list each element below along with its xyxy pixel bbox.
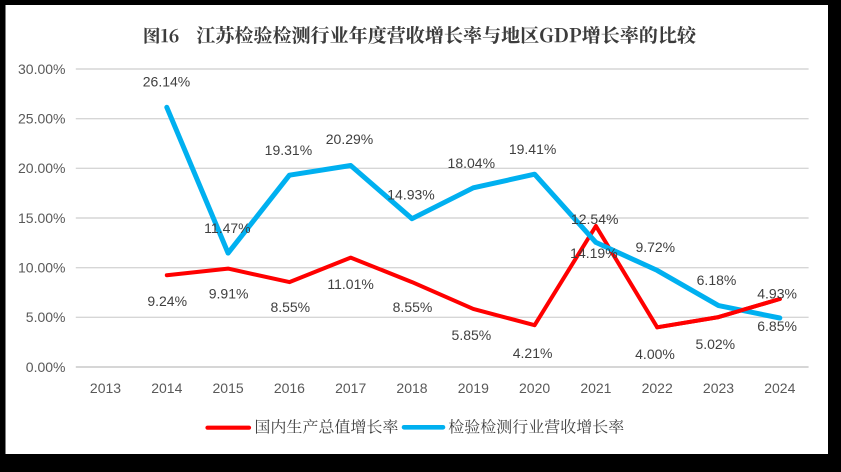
svg-text:5.85%: 5.85% bbox=[452, 327, 492, 343]
svg-text:30.00%: 30.00% bbox=[18, 61, 65, 77]
svg-text:2022: 2022 bbox=[642, 380, 673, 396]
svg-text:18.04%: 18.04% bbox=[448, 155, 495, 171]
svg-text:9.91%: 9.91% bbox=[209, 285, 249, 301]
svg-text:12.54%: 12.54% bbox=[571, 211, 618, 227]
svg-text:9.24%: 9.24% bbox=[147, 293, 187, 309]
svg-text:19.41%: 19.41% bbox=[509, 141, 556, 157]
svg-text:2019: 2019 bbox=[458, 380, 489, 396]
svg-text:9.72%: 9.72% bbox=[635, 239, 675, 255]
svg-text:2017: 2017 bbox=[335, 380, 366, 396]
svg-text:20.00%: 20.00% bbox=[18, 160, 65, 176]
svg-text:14.93%: 14.93% bbox=[387, 187, 434, 203]
svg-text:2020: 2020 bbox=[519, 380, 550, 396]
svg-text:6.85%: 6.85% bbox=[757, 318, 797, 334]
svg-text:8.55%: 8.55% bbox=[393, 299, 433, 315]
svg-text:5.00%: 5.00% bbox=[26, 309, 66, 325]
svg-text:11.01%: 11.01% bbox=[327, 276, 373, 292]
svg-text:25.00%: 25.00% bbox=[18, 111, 65, 127]
svg-text:2021: 2021 bbox=[580, 380, 611, 396]
svg-text:2024: 2024 bbox=[764, 380, 795, 396]
svg-text:5.02%: 5.02% bbox=[695, 336, 735, 352]
svg-text:4.21%: 4.21% bbox=[513, 345, 553, 361]
svg-text:15.00%: 15.00% bbox=[18, 210, 65, 226]
svg-text:2014: 2014 bbox=[151, 380, 182, 396]
svg-text:2018: 2018 bbox=[396, 380, 427, 396]
svg-text:2015: 2015 bbox=[213, 380, 244, 396]
svg-text:11.47%: 11.47% bbox=[204, 220, 250, 236]
svg-text:4.93%: 4.93% bbox=[757, 285, 797, 301]
svg-text:19.31%: 19.31% bbox=[265, 142, 312, 158]
svg-text:2013: 2013 bbox=[90, 380, 121, 396]
svg-text:2016: 2016 bbox=[274, 380, 305, 396]
svg-text:26.14%: 26.14% bbox=[143, 73, 190, 89]
svg-text:20.29%: 20.29% bbox=[326, 131, 373, 147]
svg-text:6.18%: 6.18% bbox=[697, 272, 737, 288]
svg-text:14.19%: 14.19% bbox=[570, 245, 617, 261]
svg-text:10.00%: 10.00% bbox=[18, 260, 65, 276]
svg-text:8.55%: 8.55% bbox=[270, 299, 310, 315]
svg-text:0.00%: 0.00% bbox=[26, 359, 66, 375]
svg-text:2023: 2023 bbox=[703, 380, 734, 396]
svg-text:4.00%: 4.00% bbox=[635, 346, 675, 362]
